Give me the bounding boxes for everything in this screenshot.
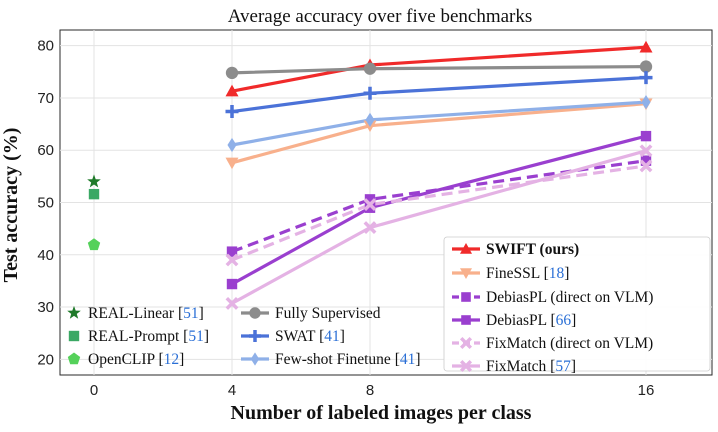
legend-label: DebiasPL [66]: [486, 312, 576, 329]
legend-label: FixMatch (direct on VLM): [486, 335, 653, 352]
legend-label: DebiasPL (direct on VLM): [486, 289, 653, 306]
data-point: [363, 86, 377, 100]
legend-label: SWIFT (ours): [486, 241, 579, 258]
data-point: [461, 315, 471, 325]
x-tick-label: 16: [638, 382, 655, 399]
data-point: [364, 202, 376, 213]
data-point: [640, 130, 652, 142]
legend-label: OpenCLIP [12]: [88, 351, 184, 368]
data-point: [225, 84, 239, 97]
series-markers: [87, 40, 653, 310]
data-point: [249, 307, 261, 319]
data-point: [461, 292, 471, 302]
x-tick-label: 4: [228, 382, 236, 399]
legend-label: REAL-Linear [51]: [88, 305, 204, 322]
data-point: [363, 198, 377, 212]
y-tick-label: 60: [37, 142, 54, 159]
data-point: [68, 330, 80, 342]
data-point: [67, 352, 81, 365]
y-tick-label: 50: [37, 195, 54, 212]
y-tick-label: 20: [37, 351, 54, 368]
data-point: [639, 40, 653, 53]
data-point: [639, 159, 653, 173]
data-point: [249, 330, 261, 342]
y-axis-title: Test accuracy (%): [0, 128, 22, 283]
data-point: [365, 112, 375, 128]
data-point: [225, 66, 239, 80]
data-point: [225, 296, 239, 310]
legend-box: [443, 236, 711, 372]
data-point: [459, 359, 473, 373]
data-point: [227, 137, 237, 153]
data-point: [250, 352, 260, 366]
x-axis-title: Number of labeled images per class: [231, 402, 532, 424]
data-point: [639, 71, 653, 85]
data-point: [641, 94, 651, 110]
chart-title: Average accuracy over five benchmarks: [228, 6, 533, 27]
x-tick-label: 8: [366, 382, 374, 399]
y-tick-label: 40: [37, 247, 54, 264]
x-tick-label: 0: [90, 382, 98, 399]
data-point: [639, 60, 653, 73]
legend-label: Few-shot Finetune [41]: [275, 351, 421, 368]
legend-label: FixMatch [57]: [486, 358, 576, 375]
legend-label: SWAT [41]: [275, 328, 345, 345]
data-point: [460, 243, 472, 254]
data-point: [364, 194, 376, 205]
legend-label: FineSSL [18]: [486, 265, 569, 282]
legend-label: REAL-Prompt [51]: [88, 328, 209, 345]
data-point: [225, 105, 239, 119]
data-point: [87, 174, 101, 188]
data-point: [363, 62, 377, 75]
data-point: [225, 253, 239, 267]
data-point: [459, 336, 473, 350]
series-line: [231, 159, 647, 254]
data-point: [640, 155, 652, 166]
legend: SWIFT (ours) FineSSL [18] DebiasPL (direct…: [67, 236, 711, 375]
data-point: [460, 268, 472, 279]
data-point: [639, 144, 653, 158]
y-tick-label: 30: [37, 299, 54, 316]
data-point: [226, 246, 238, 257]
y-tick-label: 70: [37, 90, 54, 107]
axis-ticks: 20 30 40 50 60 70 80 0 4 8 16: [37, 38, 654, 399]
data-point: [67, 305, 81, 319]
data-point: [363, 221, 377, 235]
data-point: [87, 238, 101, 251]
data-point: [226, 278, 238, 290]
data-point: [225, 157, 239, 170]
data-point: [88, 188, 100, 200]
y-tick-label: 80: [37, 38, 54, 55]
legend-label: Fully Supervised: [275, 305, 381, 322]
